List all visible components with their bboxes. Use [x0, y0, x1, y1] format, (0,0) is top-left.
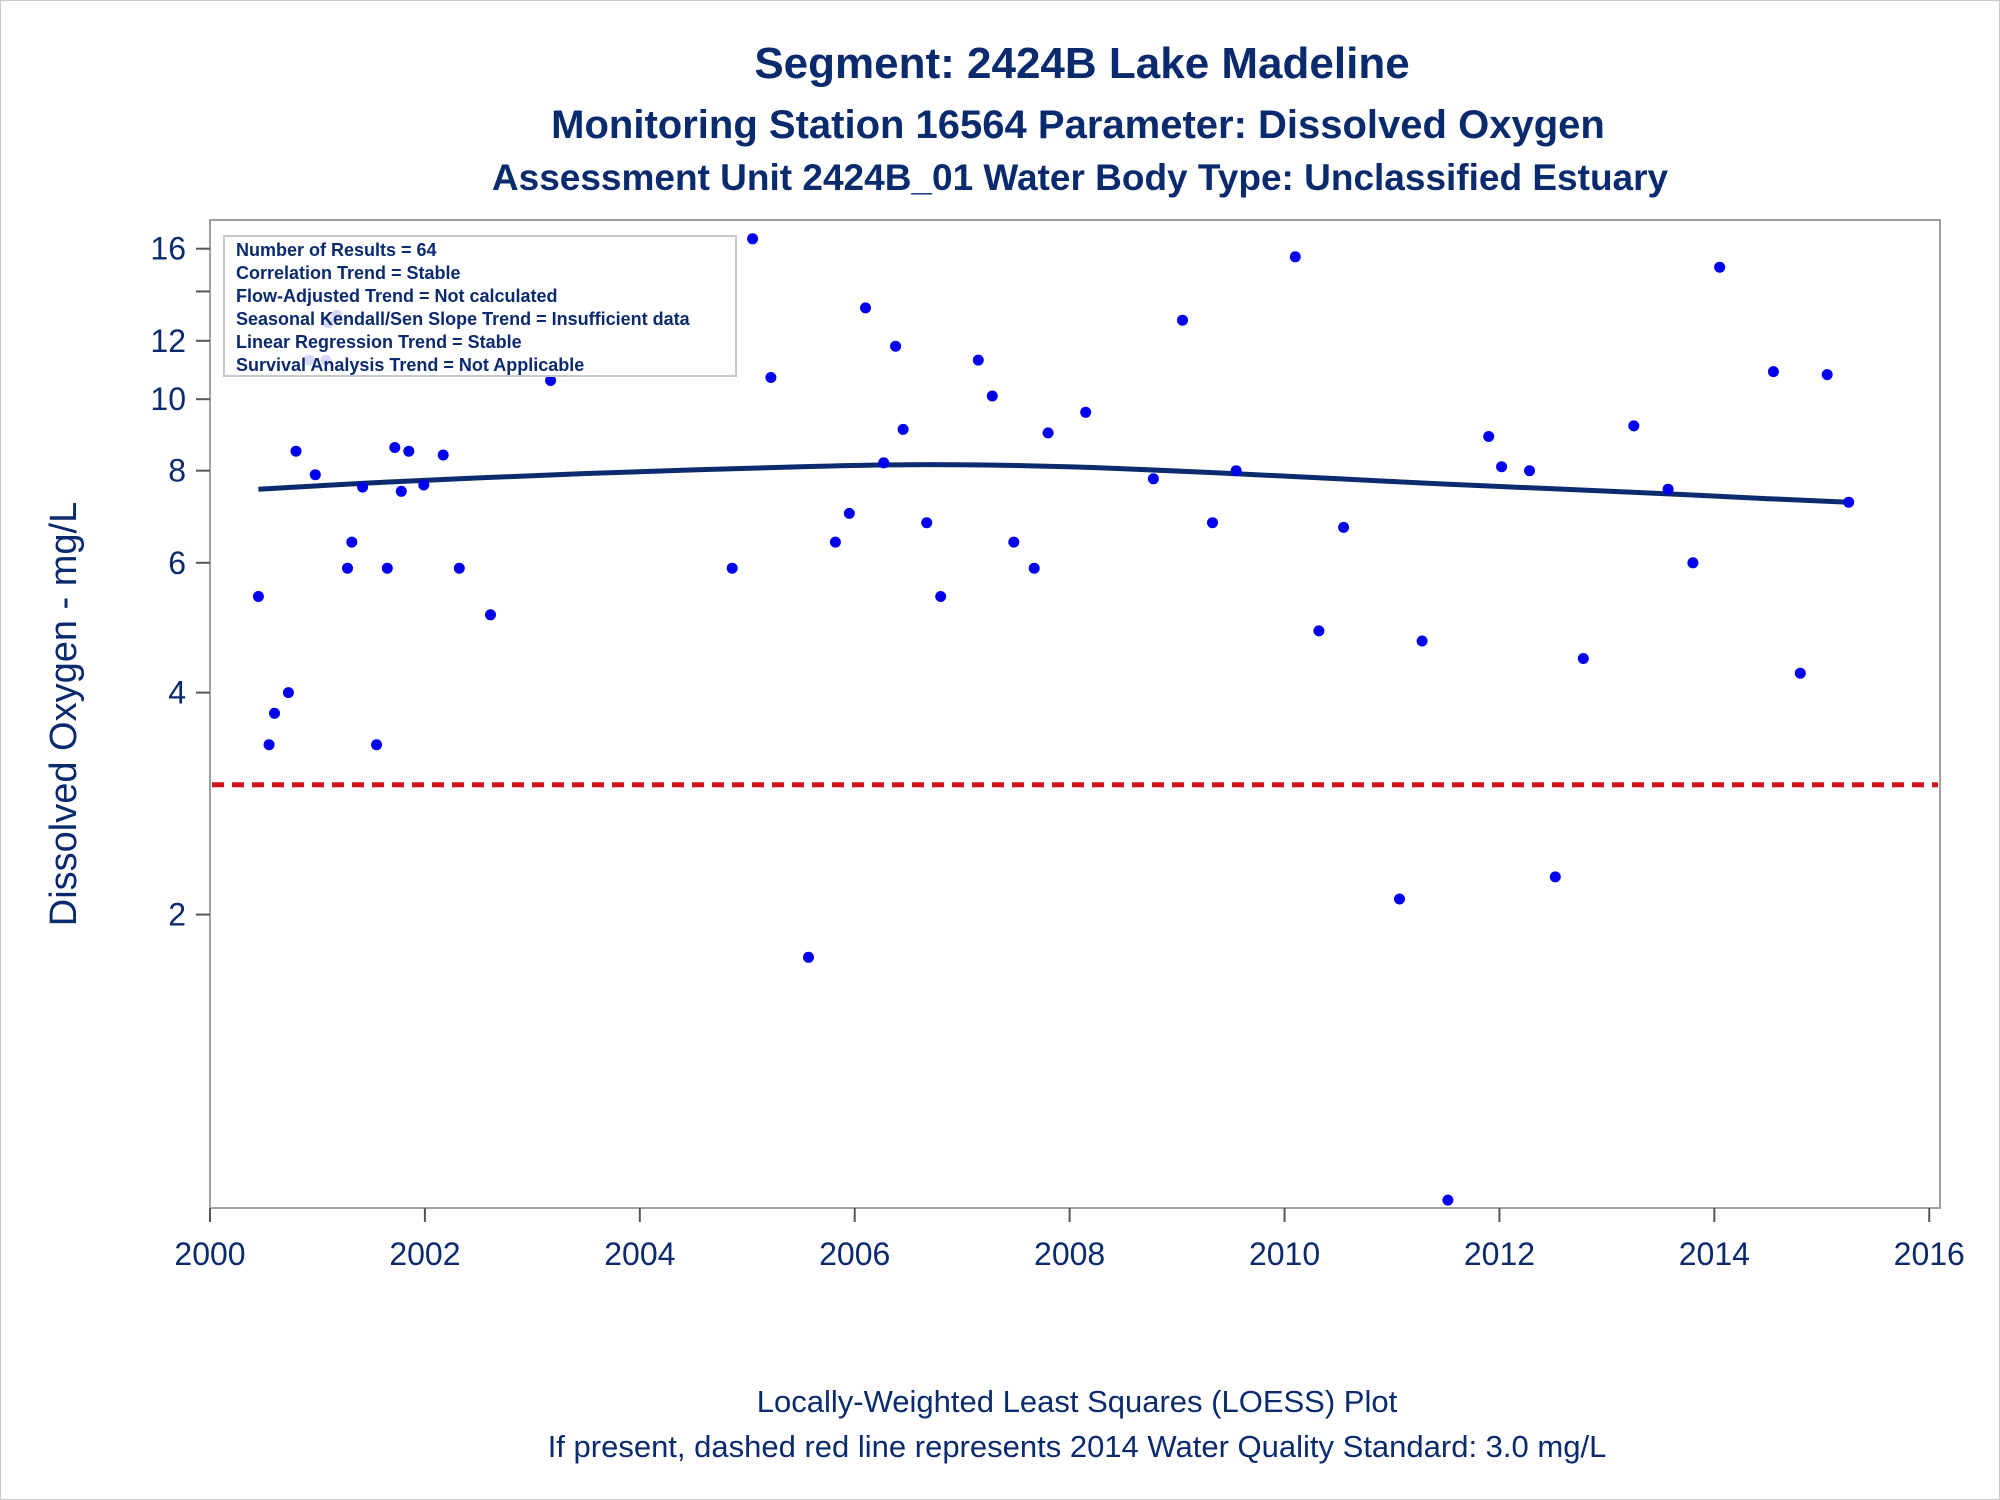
- data-point: [282, 687, 294, 699]
- y-tick-label: 10: [150, 381, 186, 417]
- data-point: [897, 423, 909, 435]
- plot-area: [209, 219, 1941, 1209]
- data-point: [747, 233, 759, 245]
- data-point: [1496, 461, 1508, 473]
- data-point: [485, 609, 496, 621]
- x-tick-label: 2014: [1679, 1236, 1750, 1272]
- data-point: [1483, 431, 1495, 442]
- data-point: [403, 445, 415, 457]
- data-point: [843, 507, 855, 519]
- data-point: [972, 354, 984, 366]
- data-point: [986, 390, 998, 402]
- data-point: [1394, 893, 1405, 905]
- data-point: [1442, 1194, 1454, 1206]
- data-point: [1628, 420, 1640, 432]
- x-tick-label: 2004: [604, 1236, 675, 1272]
- x-tick-label: 2012: [1464, 1236, 1535, 1272]
- data-point: [1289, 251, 1301, 263]
- y-tick-label: 12: [150, 323, 186, 359]
- stat-correlation-trend: Correlation Trend = Stable: [236, 263, 461, 283]
- y-axis-label: Dissolved Oxygen - mg/L: [43, 502, 85, 927]
- loess-curve: [258, 462, 1849, 505]
- y-tick-label: 4: [168, 675, 186, 711]
- data-point: [342, 562, 353, 574]
- x-tick-label: 2000: [174, 1236, 245, 1272]
- data-point: [309, 469, 321, 481]
- x-tick-label: 2008: [1034, 1236, 1105, 1272]
- stat-flow-adjusted-trend: Flow-Adjusted Trend = Not calculated: [236, 286, 558, 306]
- data-point: [1008, 536, 1020, 548]
- y-tick-label: 6: [168, 545, 186, 581]
- data-point: [1714, 261, 1726, 273]
- data-point: [1524, 465, 1535, 477]
- data-point: [1207, 517, 1218, 529]
- y-tick-label: 16: [150, 231, 186, 267]
- data-point: [1549, 871, 1561, 883]
- data-point: [860, 302, 871, 314]
- x-tick-label: 2010: [1249, 1236, 1320, 1272]
- data-point: [829, 536, 841, 548]
- data-point: [1147, 473, 1159, 485]
- stat-seasonal-kendall-trend: Seasonal Kendall/Sen Slope Trend = Insuf…: [236, 309, 691, 329]
- data-point: [890, 340, 902, 352]
- data-point: [803, 951, 814, 963]
- stat-number-of-results: Number of Results = 64: [236, 240, 437, 260]
- data-point: [381, 562, 393, 574]
- data-point: [1177, 314, 1188, 326]
- data-point: [437, 449, 449, 461]
- data-point: [1662, 483, 1674, 495]
- data-point: [1794, 667, 1806, 679]
- data-point: [269, 707, 280, 719]
- x-tick-label: 2006: [819, 1236, 890, 1272]
- data-points: [252, 233, 1855, 1206]
- data-point: [453, 562, 465, 574]
- data-point: [389, 442, 401, 453]
- y-axis: 2 4 6 8 10 12 16: [150, 231, 210, 933]
- y-tick-label: 2: [168, 897, 186, 933]
- data-point: [1687, 557, 1699, 569]
- data-point: [1767, 366, 1779, 378]
- stats-box-frame: [223, 235, 737, 377]
- stat-survival-analysis-trend: Survival Analysis Trend = Not Applicable: [236, 355, 584, 375]
- data-point: [263, 739, 275, 751]
- data-point: [545, 375, 557, 386]
- data-point: [1577, 653, 1589, 664]
- footer-standard-note: If present, dashed red line represents 2…: [548, 1429, 1607, 1464]
- data-point: [1080, 406, 1092, 418]
- chart-title: Segment: 2424B Lake Madeline: [754, 39, 1409, 88]
- data-point: [371, 739, 383, 751]
- data-point: [1028, 562, 1040, 574]
- stat-linear-regression-trend: Linear Regression Trend = Stable: [236, 332, 522, 352]
- data-point: [290, 445, 302, 457]
- data-point: [395, 485, 407, 497]
- data-point: [346, 536, 358, 548]
- data-point: [935, 591, 947, 602]
- data-point: [1230, 465, 1242, 477]
- data-point: [1843, 496, 1855, 508]
- y-tick-label: 8: [168, 453, 186, 489]
- data-point: [357, 481, 369, 493]
- data-point: [252, 591, 264, 602]
- data-point: [878, 457, 890, 469]
- data-point: [726, 562, 738, 574]
- data-point: [418, 479, 430, 491]
- x-axis: 2000 2002 2004 2006 2008 2010 2012 2014 2016: [174, 1208, 1965, 1272]
- footer-loess-note: Locally-Weighted Least Squares (LOESS) P…: [757, 1384, 1398, 1419]
- x-tick-label: 2002: [389, 1236, 460, 1272]
- chart-subtitle-assessment: Assessment Unit 2424B_01 Water Body Type…: [492, 157, 1669, 198]
- data-point: [1416, 635, 1428, 647]
- data-point: [921, 517, 933, 529]
- data-point: [765, 372, 777, 383]
- data-point: [1313, 625, 1325, 637]
- data-point: [1042, 427, 1054, 439]
- data-point: [1821, 369, 1833, 381]
- chart-subtitle-station: Monitoring Station 16564 Parameter: Diss…: [551, 103, 1605, 147]
- data-point: [1338, 521, 1350, 533]
- x-tick-label: 2016: [1894, 1236, 1965, 1272]
- stats-box: Number of Results = 64 Correlation Trend…: [223, 235, 737, 377]
